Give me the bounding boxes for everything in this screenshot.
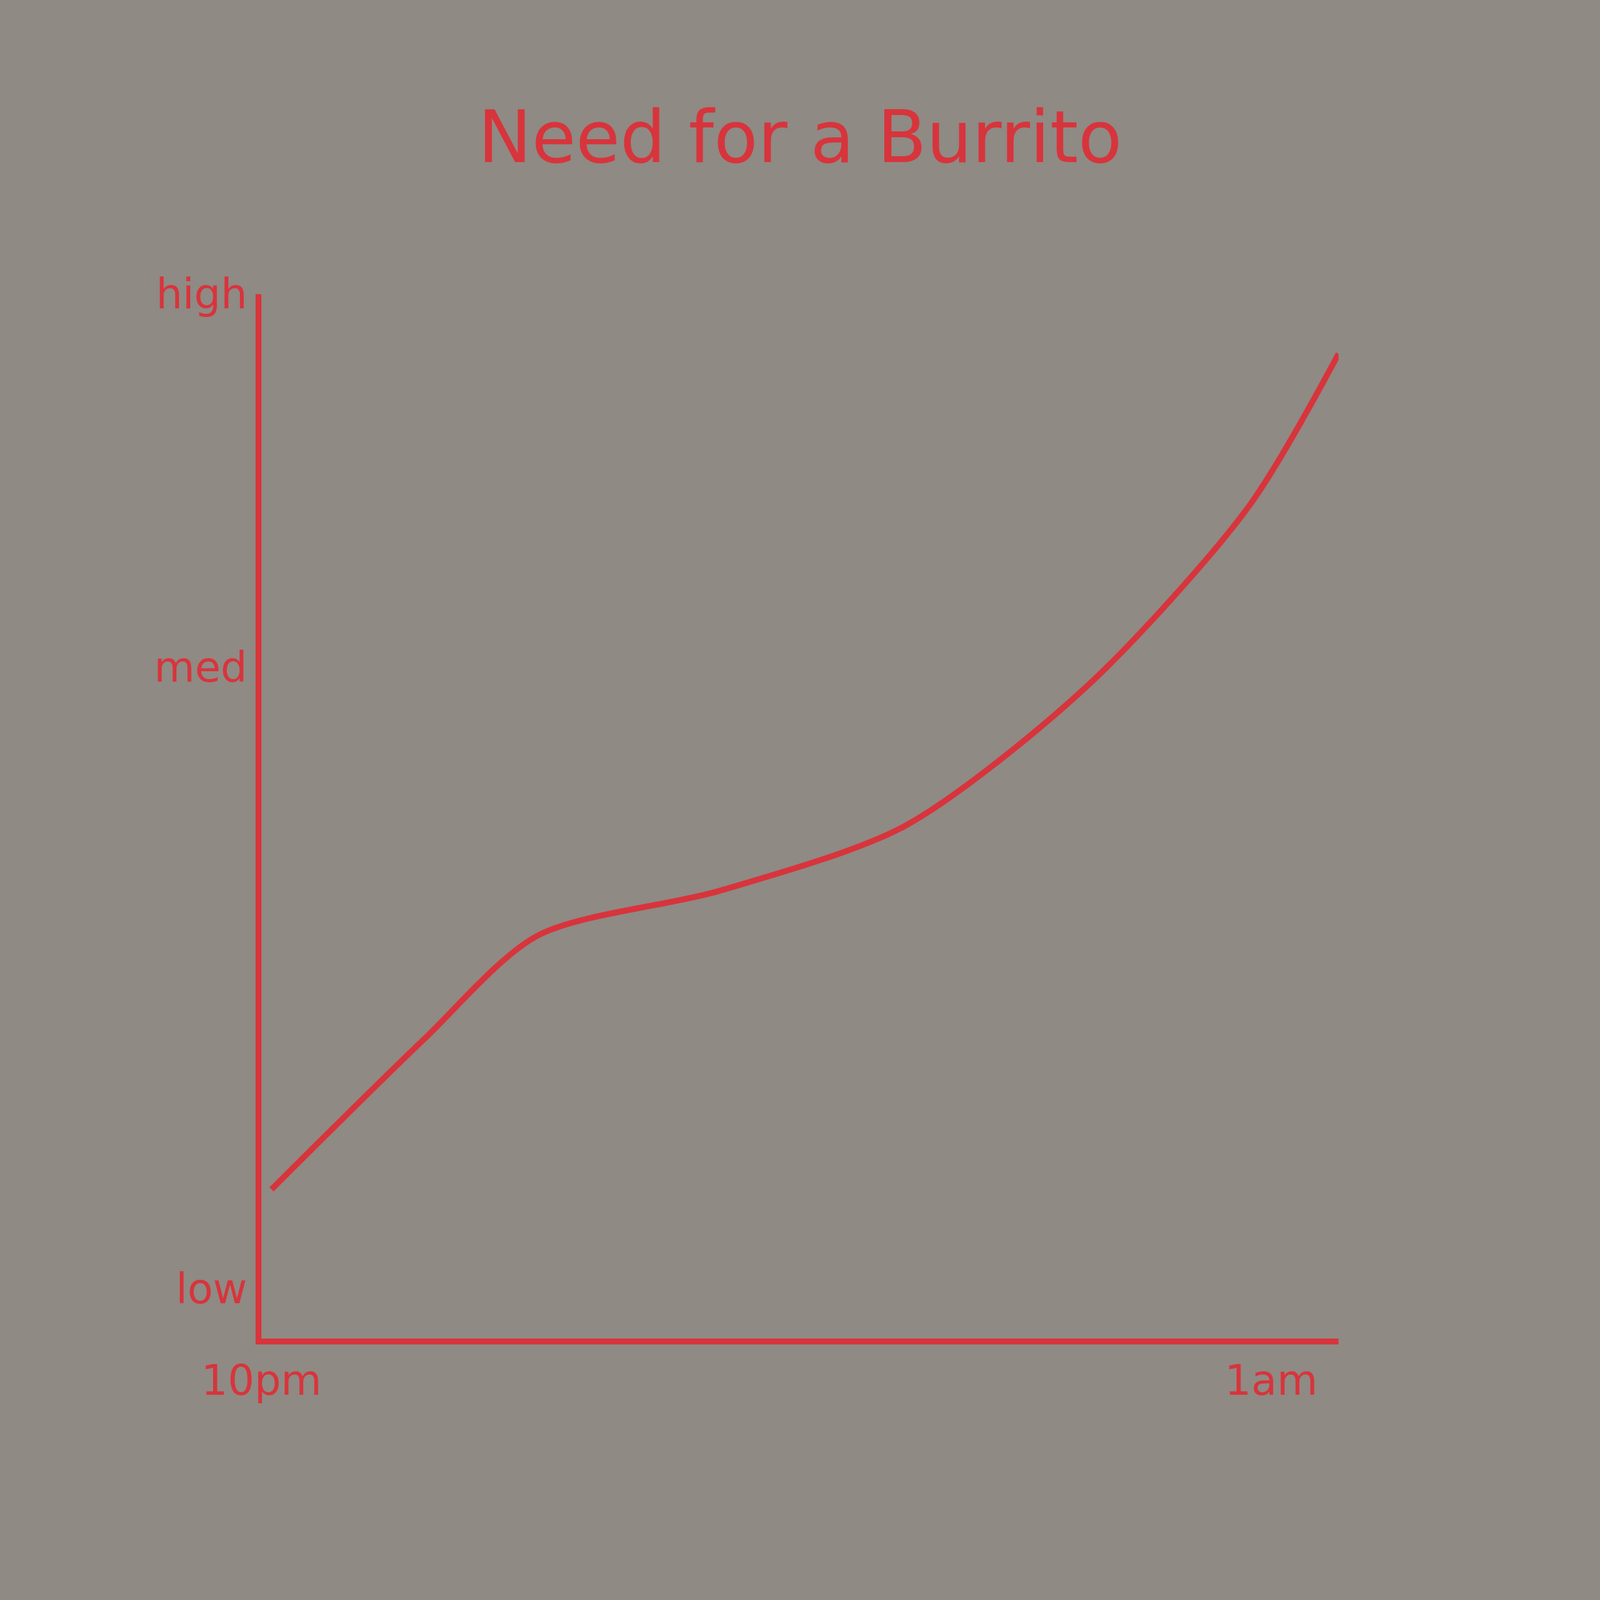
svg-text:high: high (156, 269, 248, 319)
svg-text:med: med (154, 643, 248, 692)
svg-text:Need for a Burrito: Need for a Burrito (477, 95, 1123, 180)
svg-text:low: low (175, 1264, 248, 1314)
svg-text:1am: 1am (1224, 1356, 1318, 1405)
svg-text:10pm: 10pm (201, 1356, 322, 1405)
